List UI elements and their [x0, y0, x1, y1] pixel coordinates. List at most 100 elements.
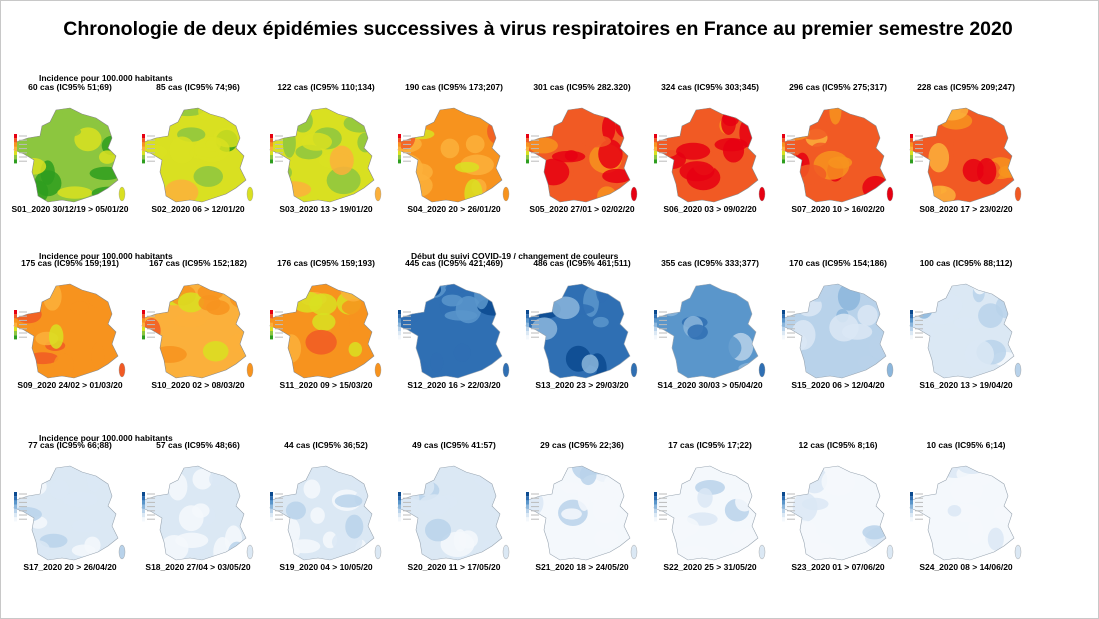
incidence-zone: [198, 108, 214, 121]
legend-swatch: [654, 492, 657, 497]
map-cell: 122 cas (IC95% 110;134) S03_2020 13 > 19/…: [262, 82, 390, 250]
legend-swatch: [526, 310, 529, 315]
week-label: S08_2020 17 > 23/02/20: [919, 204, 1013, 214]
legend-swatch: [782, 150, 785, 155]
incidence-zone: [796, 118, 831, 140]
week-label: S06_2020 03 > 09/02/20: [663, 204, 757, 214]
legend-tick: [915, 324, 923, 326]
incidence-zone: [329, 145, 354, 176]
legend-swatch: [526, 508, 529, 513]
incidence-zone: [310, 507, 325, 524]
incidence-zone: [169, 136, 195, 164]
legend-swatch: [270, 500, 273, 505]
incidence-zone: [345, 514, 364, 539]
legend-tick: [787, 156, 795, 158]
legend-tick: [147, 311, 155, 313]
incidence-zone: [660, 295, 682, 317]
legend-tick: [915, 160, 923, 162]
legend-tick: [403, 319, 411, 321]
incidence-zone: [972, 284, 987, 295]
legend-swatch: [910, 159, 913, 164]
legend-tick: [403, 324, 411, 326]
cases-label: 77 cas (IC95% 66;88): [28, 440, 112, 450]
legend-swatch: [142, 146, 145, 151]
color-scale-legend: [14, 492, 27, 522]
incidence-zone: [312, 313, 336, 331]
legend-tick: [915, 148, 923, 150]
legend-swatch: [142, 155, 145, 160]
incidence-zone: [581, 135, 612, 148]
legend-swatch: [398, 314, 401, 319]
color-scale-legend: [270, 310, 283, 340]
legend-tick: [787, 328, 795, 330]
incidence-zone: [62, 108, 79, 120]
incidence-zone: [441, 294, 463, 307]
incidence-zone: [209, 471, 222, 487]
legend-tick: [403, 514, 411, 516]
incidence-zone: [551, 150, 586, 163]
incidence-zone: [89, 166, 118, 180]
incidence-zone: [828, 156, 853, 169]
color-scale-legend: [270, 134, 283, 164]
legend-swatch: [526, 159, 529, 164]
legend-swatch: [398, 138, 401, 143]
week-label: S16_2020 13 > 19/04/20: [919, 380, 1013, 390]
legend-tick: [275, 497, 283, 499]
france-incidence-map: [525, 107, 638, 203]
france-incidence-map: [397, 107, 510, 203]
legend-tick: [915, 152, 923, 154]
legend-tick: [915, 332, 923, 334]
incidence-zone: [811, 142, 831, 155]
legend-swatch: [654, 159, 657, 164]
incidence-zone: [705, 334, 742, 362]
incidence-zone: [86, 284, 118, 310]
legend-tick: [787, 311, 795, 313]
incidence-zone: [782, 519, 817, 539]
legend-tick: [659, 152, 667, 154]
legend-tick: [147, 497, 155, 499]
week-label: S21_2020 18 > 24/05/20: [535, 562, 629, 572]
map-cell: 301 cas (IC95% 282.320) S05_2020 27/01 > …: [518, 82, 646, 250]
incidence-zone: [398, 173, 433, 198]
cases-label: 57 cas (IC95% 48;66): [156, 440, 240, 450]
incidence-zone: [679, 161, 715, 182]
legend-swatch: [398, 318, 401, 323]
legend-tick: [275, 311, 283, 313]
incidence-zone: [191, 503, 210, 518]
legend-swatch: [526, 322, 529, 327]
legend-tick: [915, 143, 923, 145]
legend-tick: [787, 336, 795, 338]
incidence-zone: [14, 479, 35, 496]
france-incidence-map: [397, 283, 510, 379]
legend-swatch: [14, 150, 17, 155]
incidence-zone: [159, 534, 189, 560]
legend-swatch: [526, 155, 529, 160]
week-label: S07_2020 10 > 16/02/20: [791, 204, 885, 214]
legend-tick: [403, 160, 411, 162]
corsica-shape: [1014, 362, 1022, 378]
corsica-shape: [118, 362, 126, 378]
legend-swatch: [270, 138, 273, 143]
legend-swatch: [526, 318, 529, 323]
legend-tick: [275, 315, 283, 317]
france-incidence-map: [13, 465, 126, 561]
incidence-zone: [70, 301, 89, 315]
france-incidence-map: [653, 283, 766, 379]
legend-swatch: [14, 331, 17, 336]
legend-tick: [915, 139, 923, 141]
week-label: S17_2020 20 > 26/04/20: [23, 562, 117, 572]
incidence-zone: [658, 292, 683, 308]
row-label: Incidence pour 100.000 habitants: [39, 251, 173, 261]
legend-tick: [19, 139, 27, 141]
legend-tick: [147, 514, 155, 516]
week-label: S13_2020 23 > 29/03/20: [535, 380, 629, 390]
incidence-zone: [912, 525, 930, 550]
legend-swatch: [654, 155, 657, 160]
week-label: S10_2020 02 > 08/03/20: [151, 380, 245, 390]
legend-swatch: [398, 331, 401, 336]
legend-swatch: [14, 335, 17, 340]
legend-swatch: [526, 517, 529, 522]
incidence-zone: [697, 487, 713, 508]
corsica-shape: [886, 544, 894, 560]
incidence-zone: [967, 518, 984, 545]
